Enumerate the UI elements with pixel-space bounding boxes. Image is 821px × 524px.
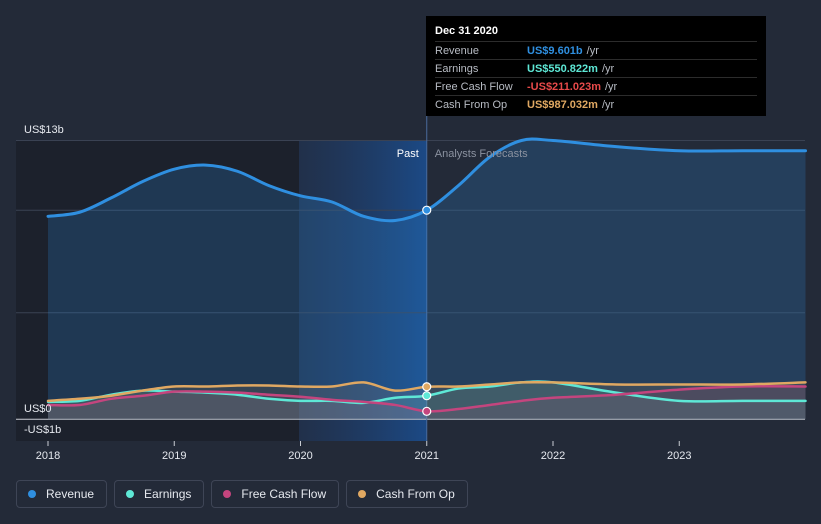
x-tick-label: 2022 xyxy=(541,450,565,462)
legend-item-revenue[interactable]: Revenue xyxy=(16,480,108,508)
legend-dot-icon xyxy=(358,490,367,498)
legend-item-cash-from-op[interactable]: Cash From Op xyxy=(346,480,468,508)
tooltip-row-revenue: Revenue US$9.601b/yr xyxy=(435,41,757,59)
y-tick-label: -US$1b xyxy=(24,424,61,436)
x-tick-label: 2020 xyxy=(288,450,312,462)
earnings-marker xyxy=(422,391,432,401)
legend-dot-icon xyxy=(28,490,36,498)
chart-svg: US$13b US$0 -US$1b 2018 2019 2020 2021 2022 2023… xyxy=(16,16,807,462)
x-tick-label: 2018 xyxy=(36,450,60,462)
free-cash-flow-line xyxy=(46,385,807,413)
tooltip-unit: /yr xyxy=(601,62,615,75)
hover-markers xyxy=(422,205,432,416)
forecast-label: Analysts Forecasts xyxy=(435,148,528,160)
tooltip-value: US$9.601b xyxy=(527,44,583,57)
axis-labels: US$13b US$0 -US$1b 2018 2019 2020 2021 2022 2023… xyxy=(24,124,691,462)
revenue-area xyxy=(48,139,806,420)
tooltip-unit: /yr xyxy=(586,44,599,57)
legend-label: Earnings xyxy=(144,487,192,501)
x-tick-label: 2021 xyxy=(415,450,439,462)
tooltip-unit: /yr xyxy=(601,98,615,111)
legend-item-earnings[interactable]: Earnings xyxy=(114,480,205,508)
free-cash-flow-marker xyxy=(422,406,432,416)
y-tick-label: US$0 xyxy=(24,403,52,415)
legend-label: Free Cash Flow xyxy=(241,487,327,501)
tooltip-row-cash-from-op: Cash From Op US$987.032m/yr xyxy=(435,95,757,113)
legend-item-free-cash-flow[interactable]: Free Cash Flow xyxy=(211,480,340,508)
legend-dot-icon xyxy=(126,490,135,498)
tooltip-value: -US$211.023m xyxy=(527,80,601,93)
tooltip-value: US$550.822m xyxy=(527,62,598,75)
tooltip-row-free-cash-flow: Free Cash Flow -US$211.023m/yr xyxy=(435,77,757,95)
legend-label: Revenue xyxy=(46,487,95,501)
past-label: Past xyxy=(397,148,419,160)
tooltip-label: Cash From Op xyxy=(435,98,508,111)
tooltip-label: Free Cash Flow xyxy=(435,80,513,93)
x-tick-label: 2023 xyxy=(667,450,691,462)
cash-from-op-line xyxy=(46,380,807,403)
tooltip-row-earnings: Earnings US$550.822m/yr xyxy=(435,59,757,77)
legend-dot-icon xyxy=(223,490,232,498)
revenue-line xyxy=(46,137,807,223)
tooltip-value: US$987.032m xyxy=(527,98,598,111)
legend: Revenue Earnings Free Cash Flow Cash From O… xyxy=(16,480,468,508)
tooltip-label: Earnings xyxy=(435,62,479,75)
revenue-marker xyxy=(422,205,432,215)
x-tick-label: 2019 xyxy=(162,450,186,462)
earnings-area xyxy=(48,381,806,420)
y-tick-label: US$13b xyxy=(24,124,64,136)
tooltip-date: Dec 31 2020 xyxy=(435,25,498,37)
series-lines xyxy=(46,137,807,413)
cash-from-op-marker xyxy=(422,382,432,392)
tooltip-label: Revenue xyxy=(435,44,480,57)
tooltip-rows: Revenue US$9.601b/yr Earnings US$550.822m/y… xyxy=(435,41,757,113)
tooltip: Dec 31 2020 Revenue US$9.601b/yr Earnings U… xyxy=(426,16,766,116)
tooltip-unit: /yr xyxy=(605,80,618,93)
legend-label: Cash From Op xyxy=(376,487,455,501)
